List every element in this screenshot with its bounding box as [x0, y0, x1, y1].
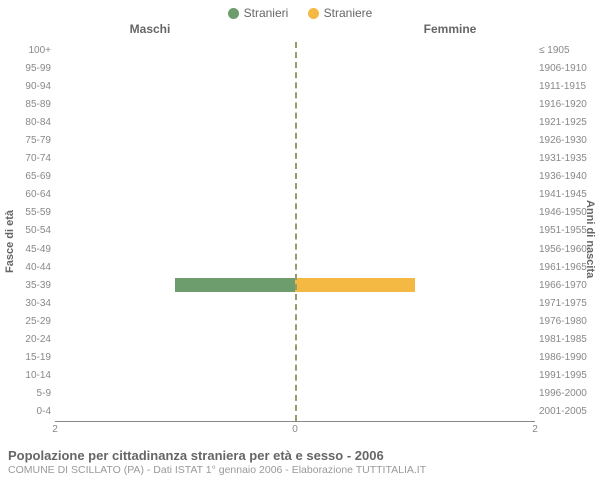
y-tick-birth: 1951-1955 [535, 222, 600, 240]
bars-area [55, 42, 535, 422]
y-tick-age: 5-9 [0, 385, 55, 403]
y-tick-age: 70-74 [0, 150, 55, 168]
y-tick-birth: 1966-1970 [535, 277, 600, 295]
y-tick-age: 35-39 [0, 277, 55, 295]
legend-swatch-male [228, 8, 239, 19]
y-tick-birth: 2001-2005 [535, 403, 600, 421]
y-tick-birth: 1921-1925 [535, 114, 600, 132]
section-headers: Maschi Femmine [0, 22, 600, 42]
y-tick-age: 80-84 [0, 114, 55, 132]
y-tick-age: 65-69 [0, 168, 55, 186]
x-tick: 2 [52, 424, 58, 435]
x-axis: 2 0 2 [55, 424, 535, 438]
y-axis-right: ≤ 19051906-19101911-19151916-19201921-19… [535, 42, 600, 422]
y-tick-age: 60-64 [0, 186, 55, 204]
y-tick-birth: 1956-1960 [535, 241, 600, 259]
caption-subtitle: COMUNE DI SCILLATO (PA) - Dati ISTAT 1° … [8, 464, 592, 476]
y-tick-age: 100+ [0, 42, 55, 60]
y-tick-birth: 1991-1995 [535, 367, 600, 385]
y-tick-age: 15-19 [0, 349, 55, 367]
population-pyramid-chart: Stranieri Straniere Maschi Femmine Fasce… [0, 0, 600, 500]
y-tick-age: 40-44 [0, 259, 55, 277]
y-tick-birth: 1916-1920 [535, 96, 600, 114]
y-tick-birth: 1986-1990 [535, 349, 600, 367]
y-tick-age: 75-79 [0, 132, 55, 150]
caption: Popolazione per cittadinanza straniera p… [8, 448, 592, 476]
y-tick-age: 25-29 [0, 313, 55, 331]
y-tick-birth: 1941-1945 [535, 186, 600, 204]
x-tick: 0 [292, 424, 298, 435]
y-tick-birth: 1961-1965 [535, 259, 600, 277]
plot-area: 100+95-9990-9485-8980-8475-7970-7465-696… [55, 42, 535, 422]
y-tick-birth: 1936-1940 [535, 168, 600, 186]
bar-male [175, 278, 295, 292]
y-tick-birth: 1971-1975 [535, 295, 600, 313]
y-tick-age: 10-14 [0, 367, 55, 385]
y-tick-birth: 1976-1980 [535, 313, 600, 331]
y-tick-age: 95-99 [0, 60, 55, 78]
section-label-male: Maschi [0, 22, 300, 36]
legend-label-female: Straniere [324, 6, 373, 20]
legend-item-female: Straniere [308, 6, 373, 20]
legend-swatch-female [308, 8, 319, 19]
y-tick-birth: 1906-1910 [535, 60, 600, 78]
y-tick-age: 45-49 [0, 241, 55, 259]
bar-female [295, 278, 415, 292]
y-tick-birth: ≤ 1905 [535, 42, 600, 60]
y-tick-age: 90-94 [0, 78, 55, 96]
y-tick-age: 20-24 [0, 331, 55, 349]
y-tick-age: 55-59 [0, 204, 55, 222]
legend: Stranieri Straniere [0, 0, 600, 22]
y-tick-age: 50-54 [0, 222, 55, 240]
y-tick-age: 0-4 [0, 403, 55, 421]
zero-line [295, 42, 297, 421]
y-tick-birth: 1996-2000 [535, 385, 600, 403]
y-tick-birth: 1931-1935 [535, 150, 600, 168]
section-label-female: Femmine [300, 22, 600, 36]
y-axis-left: 100+95-9990-9485-8980-8475-7970-7465-696… [0, 42, 55, 422]
y-tick-birth: 1926-1930 [535, 132, 600, 150]
legend-item-male: Stranieri [228, 6, 289, 20]
y-tick-birth: 1981-1985 [535, 331, 600, 349]
y-tick-birth: 1946-1950 [535, 204, 600, 222]
legend-label-male: Stranieri [244, 6, 289, 20]
caption-title: Popolazione per cittadinanza straniera p… [8, 448, 592, 463]
x-tick: 2 [532, 424, 538, 435]
y-tick-age: 85-89 [0, 96, 55, 114]
y-tick-birth: 1911-1915 [535, 78, 600, 96]
y-tick-age: 30-34 [0, 295, 55, 313]
